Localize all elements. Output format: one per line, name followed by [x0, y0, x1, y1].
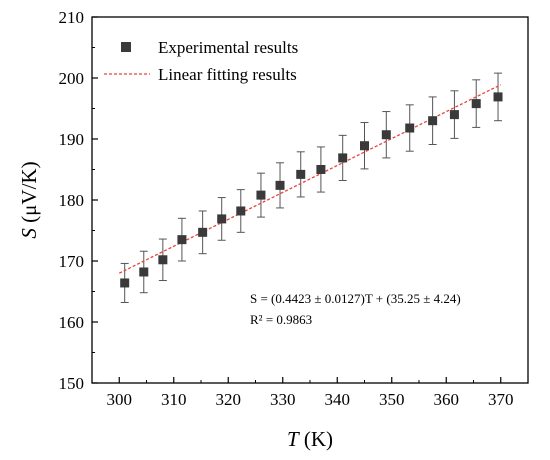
fit-equation: S = (0.4423 ± 0.0127)T + (35.25 ± 4.24): [250, 291, 461, 306]
x-tick-label-4: 340: [325, 390, 351, 409]
r-squared-annotation: R² = 0.9863: [250, 312, 312, 327]
y-tick-label-4: 190: [59, 130, 85, 149]
x-axis-unit: (K): [299, 427, 333, 451]
data-point-7: [256, 190, 266, 200]
y-tick-label-1: 160: [59, 313, 85, 332]
data-point-12: [360, 141, 369, 151]
y-axis-variable: S: [17, 228, 41, 239]
y-tick-label-0: 150: [59, 374, 85, 393]
legend-label-experimental: Experimental results: [158, 38, 298, 57]
data-point-9: [296, 169, 306, 179]
data-point-16: [449, 110, 459, 120]
fit-line-layer: [118, 84, 502, 274]
x-tick-label-1: 310: [161, 390, 187, 409]
y-axis-title: S (μV/K): [17, 161, 41, 238]
data-point-15: [428, 116, 438, 126]
data-point-17: [471, 99, 481, 109]
y-tick-label-5: 200: [59, 69, 85, 88]
legend-label-fit: Linear fitting results: [158, 65, 297, 84]
data-point-11: [338, 153, 348, 163]
data-point-5: [217, 214, 227, 224]
y-tick-label-3: 180: [59, 191, 85, 210]
data-point-10: [316, 165, 326, 174]
x-tick-label-5: 350: [379, 390, 405, 409]
x-tick-label-3: 330: [270, 390, 296, 409]
legend: Experimental results Linear fitting resu…: [104, 38, 298, 84]
data-point-0: [120, 278, 130, 288]
y-axis: 150 160 170 180 190 200 210: [59, 8, 98, 393]
data-point-2: [158, 255, 168, 265]
data-point-6: [236, 206, 246, 216]
x-tick-label-7: 370: [488, 390, 514, 409]
error-bars: [120, 72, 503, 303]
data-point-8: [275, 180, 285, 190]
data-point-14: [405, 123, 415, 133]
x-axis: 300 310 320 330 340 350 360 370: [107, 377, 514, 409]
data-point-18: [493, 92, 503, 102]
data-point-1: [139, 267, 149, 277]
x-tick-label-0: 300: [107, 390, 133, 409]
x-axis-title: T (K): [287, 427, 333, 451]
data-point-3: [177, 235, 187, 245]
x-tick-label-2: 320: [216, 390, 242, 409]
data-point-4: [198, 227, 208, 237]
x-tick-label-6: 360: [434, 390, 460, 409]
data-points: [120, 92, 503, 288]
x-axis-variable: T: [287, 427, 300, 451]
y-tick-label-2: 170: [59, 252, 85, 271]
legend-marker-experimental: [121, 42, 131, 52]
y-axis-unit: (μV/K): [17, 161, 41, 228]
y-tick-label-6: 210: [59, 8, 85, 27]
linear-fit-line: [118, 84, 502, 274]
data-point-13: [381, 130, 391, 140]
